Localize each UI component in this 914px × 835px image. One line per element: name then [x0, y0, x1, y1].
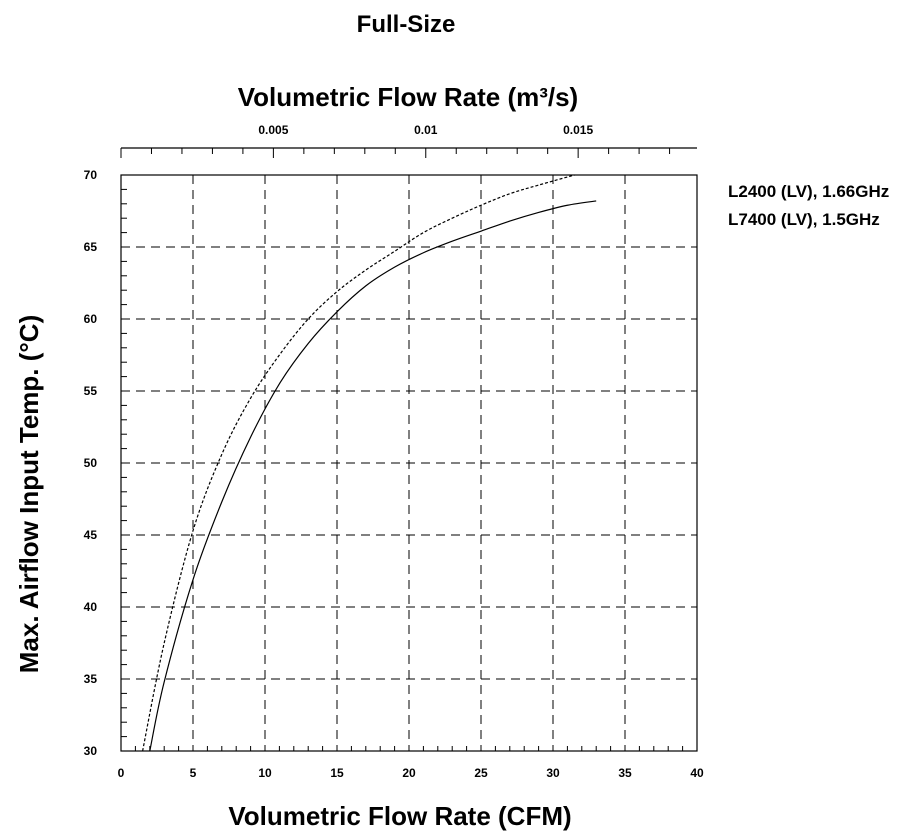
x-tick-label: 5 [190, 766, 197, 780]
x-tick-label: 15 [330, 766, 344, 780]
minor-ticks [121, 188, 684, 751]
x-tick-label: 20 [402, 766, 416, 780]
y-tick-label: 35 [84, 672, 98, 686]
legend-item-l2400: L2400 (LV), 1.66GHz [728, 182, 889, 201]
y-tick-label: 60 [84, 312, 98, 326]
series-layer [142, 174, 597, 752]
y-tick-label: 55 [84, 384, 98, 398]
series-line-l7400 [149, 200, 597, 752]
x-axis-title: Volumetric Flow Rate (CFM) [228, 801, 571, 831]
y-tick-label: 50 [84, 456, 98, 470]
x-tick-label: 0 [118, 766, 125, 780]
top-axis: 0.005 0.01 0.015 [120, 123, 697, 158]
legend-item-l7400: L7400 (LV), 1.5GHz [728, 210, 880, 229]
x-tick-label: 10 [258, 766, 272, 780]
x-axis-ticks: 0 5 10 15 20 25 30 35 40 [118, 766, 704, 780]
y-axis-title: Max. Airflow Input Temp. (°C) [14, 315, 44, 674]
x-tick-label: 30 [546, 766, 560, 780]
x-tick-label: 25 [474, 766, 488, 780]
series-line-l2400 [142, 174, 575, 752]
top-tick-label: 0.015 [563, 123, 593, 137]
x-tick-label: 40 [690, 766, 704, 780]
y-axis-ticks: 30 35 40 45 50 55 60 65 70 [84, 168, 98, 758]
chart-title: Full-Size [357, 11, 456, 38]
top-tick-label: 0.01 [414, 123, 438, 137]
grid-lines [121, 175, 697, 751]
y-tick-label: 45 [84, 528, 98, 542]
y-tick-label: 70 [84, 168, 98, 182]
plot-frame [120, 174, 698, 752]
y-tick-label: 65 [84, 240, 98, 254]
top-tick-label: 0.005 [258, 123, 288, 137]
top-axis-title: Volumetric Flow Rate (m³/s) [238, 82, 578, 112]
y-tick-label: 30 [84, 744, 98, 758]
y-tick-label: 40 [84, 600, 98, 614]
x-tick-label: 35 [618, 766, 632, 780]
